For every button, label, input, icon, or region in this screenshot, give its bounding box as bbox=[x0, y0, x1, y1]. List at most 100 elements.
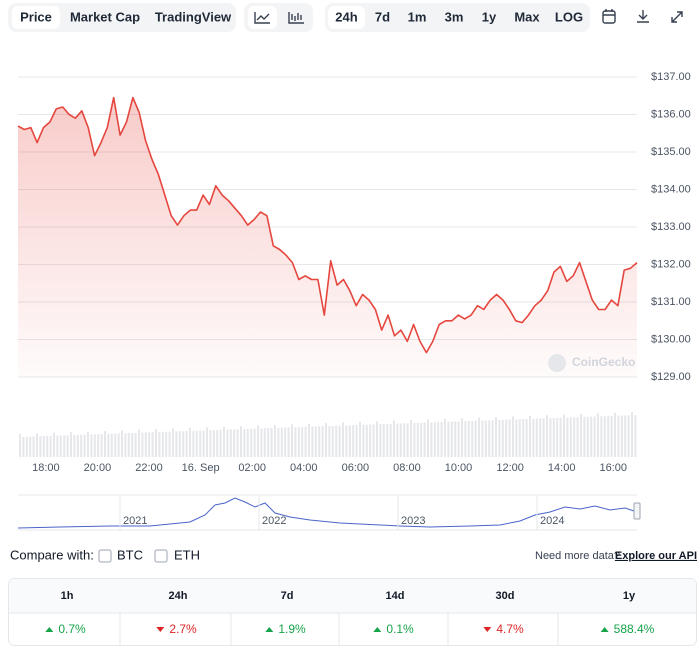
volume-bar bbox=[311, 426, 314, 457]
navigator-handle[interactable] bbox=[633, 502, 641, 520]
volume-bar bbox=[138, 429, 140, 457]
compare-option[interactable]: BTC bbox=[117, 547, 143, 562]
volume-bar bbox=[454, 421, 457, 457]
period-header: 1h bbox=[61, 590, 74, 602]
volume-bar bbox=[352, 425, 355, 457]
volume-bar bbox=[294, 427, 297, 457]
volume-bar bbox=[76, 434, 79, 457]
volume-bar bbox=[19, 433, 21, 457]
volume-bar bbox=[83, 434, 86, 457]
volume-bar bbox=[318, 426, 321, 457]
volume-bar bbox=[90, 434, 93, 457]
active-tab bbox=[328, 6, 365, 29]
volume-bar bbox=[583, 416, 586, 457]
volume-bar bbox=[178, 431, 181, 457]
tab[interactable]: LOG bbox=[555, 9, 583, 24]
volume-bar bbox=[93, 434, 96, 457]
compare-option[interactable]: ETH bbox=[174, 547, 200, 562]
tab[interactable]: Max bbox=[514, 9, 540, 24]
volume-bar bbox=[253, 428, 256, 457]
volume-bar bbox=[593, 416, 596, 457]
volume-bar bbox=[148, 432, 151, 457]
period-header: 30d bbox=[496, 590, 515, 602]
volume-bar bbox=[420, 422, 423, 457]
calendar-button[interactable] bbox=[602, 9, 616, 24]
volume-bar bbox=[518, 419, 521, 457]
tab[interactable]: 1y bbox=[482, 9, 497, 24]
volume-bar bbox=[161, 431, 164, 457]
volume-bar bbox=[110, 433, 113, 457]
candle-chart-icon[interactable] bbox=[288, 12, 304, 24]
volume-bar bbox=[474, 420, 477, 457]
volume-bar bbox=[535, 418, 538, 457]
volume-bar bbox=[603, 416, 606, 457]
volume-bar bbox=[226, 429, 229, 457]
download-button[interactable] bbox=[637, 10, 649, 23]
volume-bar bbox=[423, 422, 426, 457]
volume-bar bbox=[399, 423, 402, 457]
eth-checkbox[interactable] bbox=[154, 549, 168, 563]
fullscreen-button[interactable] bbox=[671, 11, 683, 23]
compare-label: Compare with: bbox=[10, 547, 94, 562]
volume-bar bbox=[192, 430, 195, 457]
volume-bar bbox=[529, 415, 531, 457]
volume-bar bbox=[97, 434, 100, 457]
volume-bar bbox=[569, 417, 572, 457]
volume-bar bbox=[335, 425, 338, 457]
trend-arrow bbox=[483, 627, 492, 632]
volume-bar bbox=[355, 425, 358, 457]
volume-bar bbox=[471, 420, 474, 457]
volume-bar bbox=[444, 418, 446, 457]
x-tick-label: 20:00 bbox=[84, 462, 112, 474]
volume-bar bbox=[121, 430, 123, 457]
tab[interactable]: 3m bbox=[445, 9, 464, 24]
tab[interactable]: 7d bbox=[375, 9, 390, 24]
tab[interactable]: Market Cap bbox=[70, 9, 140, 24]
volume-bar bbox=[202, 430, 205, 457]
volume-bar bbox=[127, 433, 130, 457]
volume-bar bbox=[151, 432, 154, 457]
navigator-line bbox=[17, 497, 638, 529]
volume-bar bbox=[32, 436, 35, 457]
api-link[interactable]: Explore our API bbox=[615, 550, 697, 562]
tab[interactable]: 24h bbox=[335, 9, 357, 24]
volume-bar bbox=[328, 425, 331, 457]
volume-bar bbox=[233, 429, 236, 457]
btc-checkbox[interactable] bbox=[98, 549, 112, 563]
volume-bar bbox=[359, 421, 361, 457]
volume-bar bbox=[301, 426, 304, 457]
volume-bar bbox=[552, 417, 555, 457]
price-area bbox=[18, 97, 637, 377]
volume-bar bbox=[29, 436, 32, 457]
volume-bar bbox=[172, 428, 174, 457]
volume-bar bbox=[464, 421, 467, 457]
x-tick-label: 14:00 bbox=[548, 462, 576, 474]
volume-bar bbox=[223, 426, 225, 457]
y-tick-label: $129.00 bbox=[651, 371, 691, 383]
tab[interactable]: 1m bbox=[408, 9, 427, 24]
change-value: 2.7% bbox=[169, 622, 197, 636]
volume-bar bbox=[597, 413, 599, 457]
tab[interactable]: TradingView bbox=[155, 9, 232, 24]
volume-bar bbox=[586, 416, 589, 457]
volume-bar bbox=[410, 420, 412, 457]
volume-bar bbox=[260, 428, 263, 457]
navigator-label: 2022 bbox=[262, 515, 286, 527]
volume-bar bbox=[246, 428, 249, 457]
volume-bar bbox=[185, 431, 188, 457]
x-tick-label: 06:00 bbox=[342, 462, 370, 474]
y-tick-label: $130.00 bbox=[651, 333, 691, 345]
volume-bar bbox=[73, 435, 76, 457]
volume-bar bbox=[539, 418, 542, 457]
trend-arrow bbox=[45, 627, 54, 632]
y-tick-label: $135.00 bbox=[651, 146, 691, 158]
volume-bar bbox=[304, 426, 307, 457]
tab[interactable]: Price bbox=[20, 9, 52, 24]
volume-bar bbox=[257, 425, 259, 457]
volume-bar bbox=[216, 429, 219, 457]
volume-bar bbox=[634, 415, 637, 457]
volume-bar bbox=[165, 431, 168, 457]
volume-bar bbox=[631, 412, 633, 457]
volume-bar bbox=[56, 435, 59, 457]
y-tick-label: $134.00 bbox=[651, 183, 691, 195]
